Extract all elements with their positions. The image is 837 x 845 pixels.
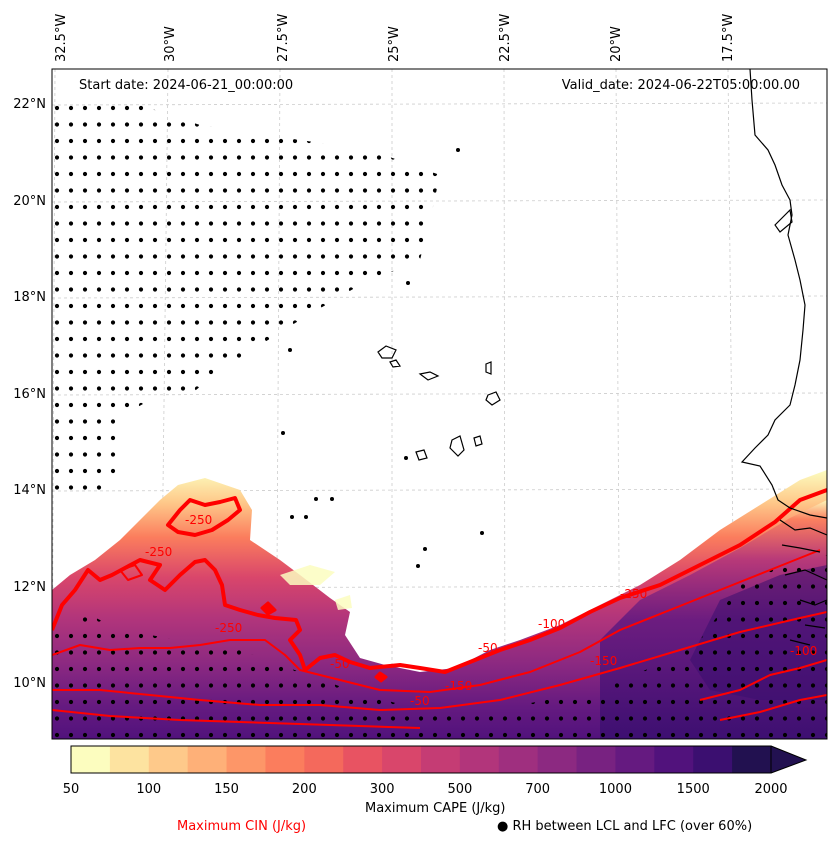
colorbar-cell bbox=[304, 746, 344, 773]
colorbar-tick-label: 300 bbox=[369, 782, 395, 797]
cape-verde-islands bbox=[377, 345, 501, 461]
colorbar-cell bbox=[421, 746, 461, 773]
lat-tick-label: 10°N bbox=[13, 676, 46, 691]
lat-tick-label: 16°N bbox=[13, 387, 46, 402]
colorbar-label: Maximum CAPE (J/kg) bbox=[365, 801, 506, 816]
colorbar bbox=[70, 745, 808, 774]
colorbar-cell bbox=[537, 746, 578, 773]
lon-tick-label: 32.5°W bbox=[54, 13, 69, 62]
colorbar-cell bbox=[459, 746, 500, 773]
colorbar-tick-label: 100 bbox=[136, 782, 162, 797]
colorbar-cell bbox=[226, 746, 266, 773]
lon-tick-label: 25°W bbox=[387, 26, 402, 62]
cin-label: -250 bbox=[185, 513, 212, 527]
colorbar-cell bbox=[148, 746, 189, 773]
colorbar-tick-label: 700 bbox=[525, 782, 551, 797]
cin-label: -250 bbox=[145, 545, 172, 559]
colorbar-tick-label: 1000 bbox=[598, 782, 632, 797]
lat-tick-label: 20°N bbox=[13, 194, 46, 209]
coastlines bbox=[377, 69, 827, 646]
colorbar-cell bbox=[71, 746, 111, 773]
colorbar-cell bbox=[654, 746, 694, 773]
colorbar-tick-label: 150 bbox=[214, 782, 239, 797]
colorbar-frame bbox=[70, 745, 772, 774]
cin-label: -50 bbox=[478, 641, 498, 655]
colorbar-tick-label: 200 bbox=[291, 782, 317, 797]
lon-tick-label: 20°W bbox=[609, 26, 624, 62]
cin-label: -250 bbox=[620, 587, 647, 601]
cin-label: -150 bbox=[590, 654, 617, 668]
start-date-label: Start date: 2024-06-21_00:00:00 bbox=[79, 78, 294, 93]
rh-legend: ● RH between LCL and LFC (over 60%) bbox=[497, 819, 752, 834]
cin-label: -50 bbox=[410, 694, 430, 708]
colorbar-tick-label: 1500 bbox=[676, 782, 710, 797]
rh-dots-north bbox=[52, 95, 440, 495]
colorbar-cell bbox=[265, 746, 305, 773]
colorbar-cell bbox=[693, 746, 733, 773]
lat-tick-label: 12°N bbox=[13, 580, 46, 595]
valid-date-label: Valid_date: 2024-06-22T05:00:00.00 bbox=[561, 78, 800, 93]
cin-label: -250 bbox=[215, 621, 242, 635]
cin-label: -100 bbox=[790, 644, 817, 658]
rh-dots-south bbox=[52, 555, 827, 739]
colorbar-tick-label: 500 bbox=[447, 782, 473, 797]
lon-tick-label: 22.5°W bbox=[498, 13, 513, 62]
map-area: -250 -250 -250 -50 -100 -50 -150 -50 -15… bbox=[52, 69, 827, 739]
lat-tick-label: 14°N bbox=[13, 483, 46, 498]
colorbar-cell bbox=[615, 746, 655, 773]
colorbar-cell bbox=[732, 746, 772, 773]
map-frame bbox=[51, 68, 828, 740]
lat-tick-label: 18°N bbox=[13, 290, 46, 305]
africa-coastline bbox=[740, 69, 827, 519]
colorbar-extend-arrow bbox=[771, 746, 806, 773]
rh-legend-marker-icon: ● bbox=[497, 819, 509, 834]
colorbar-cell bbox=[343, 746, 383, 773]
lon-tick-label: 27.5°W bbox=[276, 13, 291, 62]
colorbar-tick-label: 50 bbox=[62, 782, 80, 797]
cin-legend-label: Maximum CIN (J/kg) bbox=[177, 819, 307, 834]
colorbar-cell bbox=[576, 746, 616, 773]
colorbar-cell bbox=[382, 746, 422, 773]
colorbar-cell bbox=[498, 746, 539, 773]
cin-label: -100 bbox=[538, 617, 565, 631]
cin-contour-labels: -250 -250 -250 -50 -100 -50 -150 -50 -15… bbox=[145, 513, 817, 708]
colorbar-cell bbox=[187, 746, 228, 773]
colorbar-tick-label: 2000 bbox=[754, 782, 788, 797]
rh-dots-scattered bbox=[281, 148, 484, 568]
lat-tick-label: 22°N bbox=[13, 97, 46, 112]
colorbar-cell bbox=[109, 746, 150, 773]
lon-tick-label: 30°W bbox=[163, 26, 178, 62]
rh-legend-label: RH between LCL and LFC (over 60%) bbox=[512, 819, 753, 834]
cin-contours bbox=[52, 488, 827, 729]
lon-tick-label: 17.5°W bbox=[721, 13, 736, 62]
cin-label: -50 bbox=[330, 657, 350, 671]
cin-label: -150 bbox=[445, 679, 472, 693]
cape-light-patches bbox=[280, 565, 352, 610]
